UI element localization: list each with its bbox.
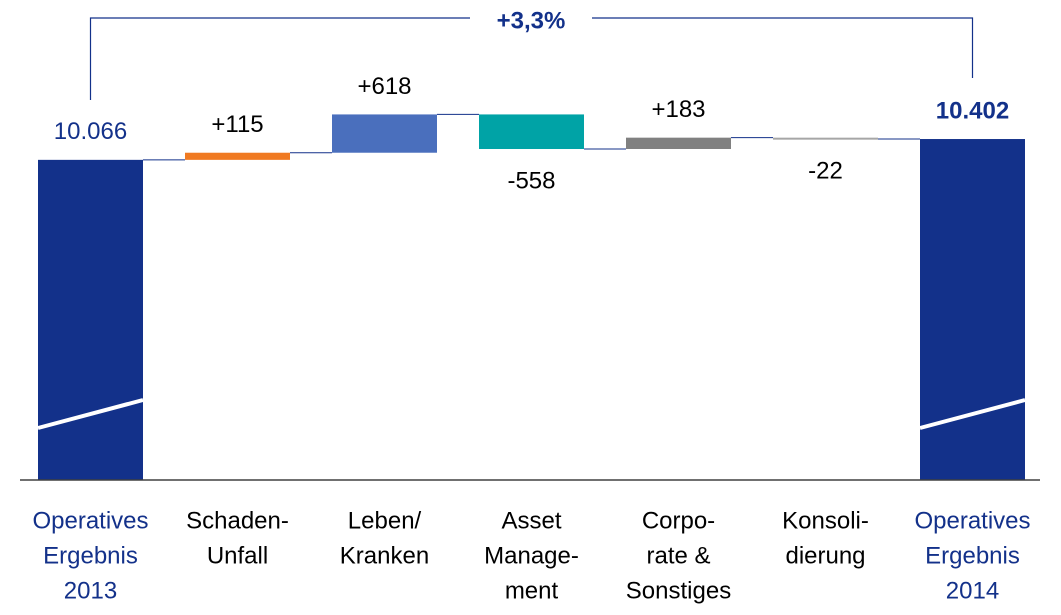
x-tick-label: Corpo- <box>642 507 715 534</box>
delta-bar <box>773 137 878 140</box>
total-bar <box>920 139 1025 480</box>
delta-bar <box>626 137 731 150</box>
delta-bar <box>185 152 290 160</box>
x-tick-label: Ergebnis <box>43 542 138 569</box>
x-tick-label: Operatives <box>914 507 1030 534</box>
value-label: 10.066 <box>54 118 127 145</box>
axis-break <box>919 398 1026 430</box>
x-tick-label: Asset <box>501 507 561 534</box>
x-tick-label: Konsoli- <box>782 507 869 534</box>
x-tick-label: Sonstiges <box>626 577 731 604</box>
x-tick-label: Operatives <box>32 507 148 534</box>
x-tick-label: Manage- <box>484 542 579 569</box>
value-label: -558 <box>507 167 555 194</box>
growth-bracket <box>89 17 974 100</box>
x-tick-label: 2014 <box>946 577 999 604</box>
value-label: +618 <box>357 73 411 100</box>
x-tick-label: Kranken <box>340 542 429 569</box>
x-tick-label: rate & <box>646 542 710 569</box>
x-tick-label: Schaden- <box>186 507 289 534</box>
x-tick-label: dierung <box>785 542 865 569</box>
value-label: -22 <box>808 157 843 184</box>
x-tick-label: Unfall <box>207 542 268 569</box>
x-tick-label: Ergebnis <box>925 542 1020 569</box>
axis-break <box>37 398 144 430</box>
x-tick-label: ment <box>505 577 559 604</box>
delta-bar <box>332 114 437 153</box>
delta-bar <box>479 114 584 150</box>
value-label: +183 <box>651 96 705 123</box>
x-tick-label: Leben/ <box>348 507 422 534</box>
value-label: +115 <box>211 111 263 138</box>
growth-annotation: +3,3% <box>497 7 566 34</box>
value-label: 10.402 <box>936 97 1009 124</box>
x-tick-label: 2013 <box>64 577 117 604</box>
total-bar <box>38 159 143 480</box>
